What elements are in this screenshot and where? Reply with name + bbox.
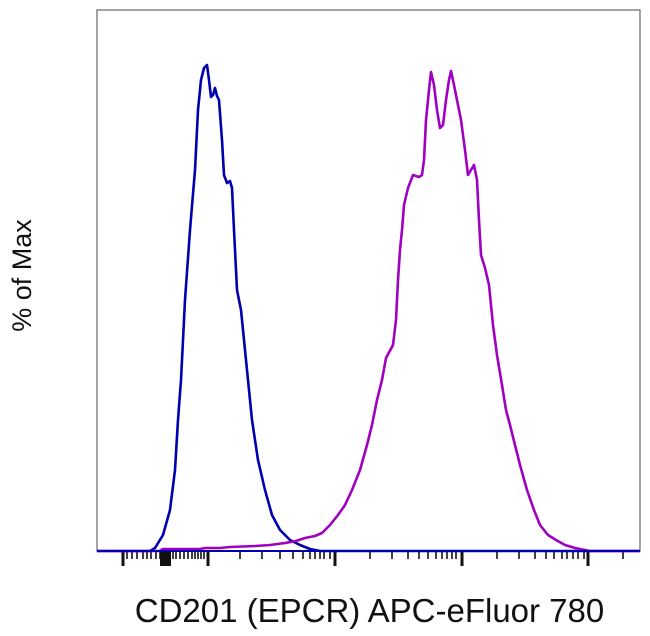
plot-frame: [96, 9, 641, 552]
control-histogram-line: [97, 63, 640, 553]
y-axis-label-text: % of Max: [6, 218, 37, 332]
x-axis-label: CD201 (EPCR) APC-eFluor 780: [134, 592, 605, 629]
x-axis-ticks: [121, 552, 624, 566]
y-axis-label: % of Max: [2, 190, 42, 360]
dense-tick-cluster: [160, 552, 171, 566]
stained-histogram-line: [97, 69, 640, 553]
